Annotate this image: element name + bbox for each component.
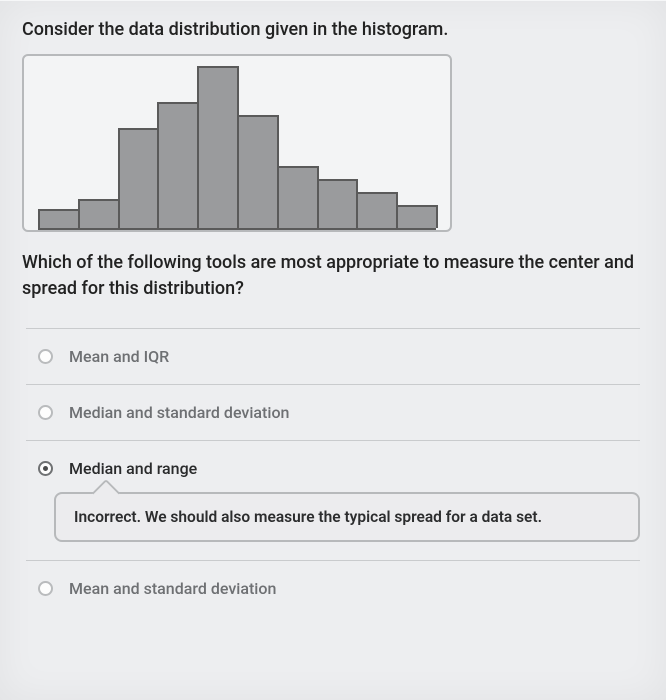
histogram-bar — [277, 166, 319, 228]
option-median-range[interactable]: Median and range — [26, 440, 640, 496]
option-label: Median and range — [69, 459, 197, 478]
feedback-container: Incorrect. We should also measure the ty… — [26, 492, 640, 542]
histogram-bar — [118, 128, 160, 228]
histogram-bar — [356, 192, 398, 228]
feedback-box: Incorrect. We should also measure the ty… — [54, 492, 640, 542]
histogram-bars — [38, 66, 436, 230]
feedback-text: Incorrect. We should also measure the ty… — [74, 508, 542, 526]
radio-icon — [38, 581, 53, 596]
question-card: Consider the data distribution given in … — [0, 0, 666, 700]
option-label: Mean and standard deviation — [69, 579, 276, 598]
histogram-bar — [197, 66, 239, 228]
histogram-bar — [38, 209, 80, 228]
histogram-bar — [157, 102, 199, 228]
radio-icon — [38, 461, 53, 476]
histogram-bar — [237, 115, 279, 228]
option-label: Mean and IQR — [69, 347, 169, 366]
option-mean-iqr[interactable]: Mean and IQR — [26, 328, 640, 384]
option-mean-sd[interactable]: Mean and standard deviation — [26, 560, 640, 616]
question-text: Which of the following tools are most ap… — [22, 250, 644, 302]
radio-icon — [38, 405, 53, 420]
histogram-box — [22, 54, 452, 232]
radio-icon — [38, 349, 53, 364]
histogram-bar — [396, 205, 438, 228]
histogram-bar — [317, 179, 359, 228]
option-median-sd[interactable]: Median and standard deviation — [26, 384, 640, 440]
prompt-text: Consider the data distribution given in … — [22, 19, 644, 40]
histogram-bar — [78, 199, 120, 228]
option-label: Median and standard deviation — [69, 403, 289, 422]
options-list: Mean and IQR Median and standard deviati… — [26, 328, 640, 616]
